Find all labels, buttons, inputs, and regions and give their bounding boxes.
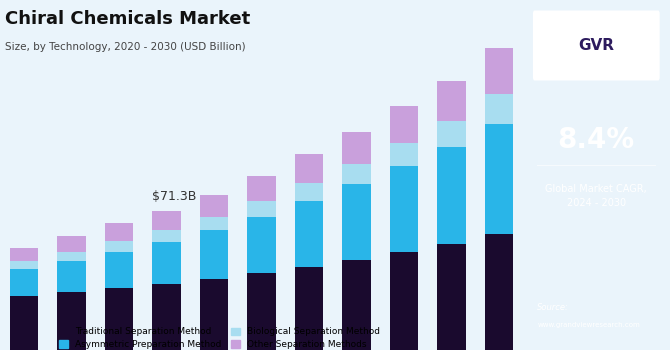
Bar [152,211,180,230]
Bar [484,234,513,350]
Bar [295,267,323,350]
Bar [152,242,180,284]
Bar [105,252,133,288]
Bar [437,121,466,147]
Bar [247,273,275,350]
Bar [342,132,371,164]
Bar [437,147,466,244]
Bar [105,288,133,350]
Text: GVR: GVR [578,38,614,53]
Text: Global Market CAGR,
2024 - 2030: Global Market CAGR, 2024 - 2030 [545,184,647,208]
Bar [105,241,133,252]
Bar [152,230,180,242]
Text: Size, by Technology, 2020 - 2030 (USD Billion): Size, by Technology, 2020 - 2030 (USD Bi… [5,42,246,52]
Text: GRAND VIEW RESEARCH: GRAND VIEW RESEARCH [554,74,639,80]
Text: 8.4%: 8.4% [557,126,635,154]
Bar [342,184,371,260]
Bar [57,236,86,252]
Bar [57,292,86,350]
Bar [57,252,86,261]
Bar [389,252,418,350]
Bar [247,176,275,201]
Bar [295,154,323,183]
Text: $71.3B: $71.3B [152,190,196,203]
Bar [200,195,228,217]
FancyBboxPatch shape [533,10,660,80]
Bar [437,81,466,121]
Bar [389,143,418,166]
Bar [9,261,38,269]
Bar [9,269,38,296]
Bar [389,106,418,143]
Text: Source:: Source: [537,303,570,313]
Bar [200,217,228,230]
Bar [295,183,323,201]
Bar [437,244,466,350]
Bar [9,296,38,350]
Bar [484,124,513,234]
Text: Chiral Chemicals Market: Chiral Chemicals Market [5,10,251,28]
Bar [200,230,228,279]
Bar [484,48,513,94]
Bar [389,166,418,252]
Bar [247,201,275,217]
Bar [105,223,133,241]
Bar [342,260,371,350]
Legend: Traditional Separation Method, Asymmetric Preparation Method, Biological Separat: Traditional Separation Method, Asymmetri… [59,327,380,349]
Bar [484,94,513,124]
Bar [295,201,323,267]
Bar [9,248,38,261]
Text: www.grandviewresearch.com: www.grandviewresearch.com [537,322,640,329]
Bar [57,261,86,292]
Bar [152,284,180,350]
Bar [247,217,275,273]
Bar [200,279,228,350]
Bar [342,164,371,184]
